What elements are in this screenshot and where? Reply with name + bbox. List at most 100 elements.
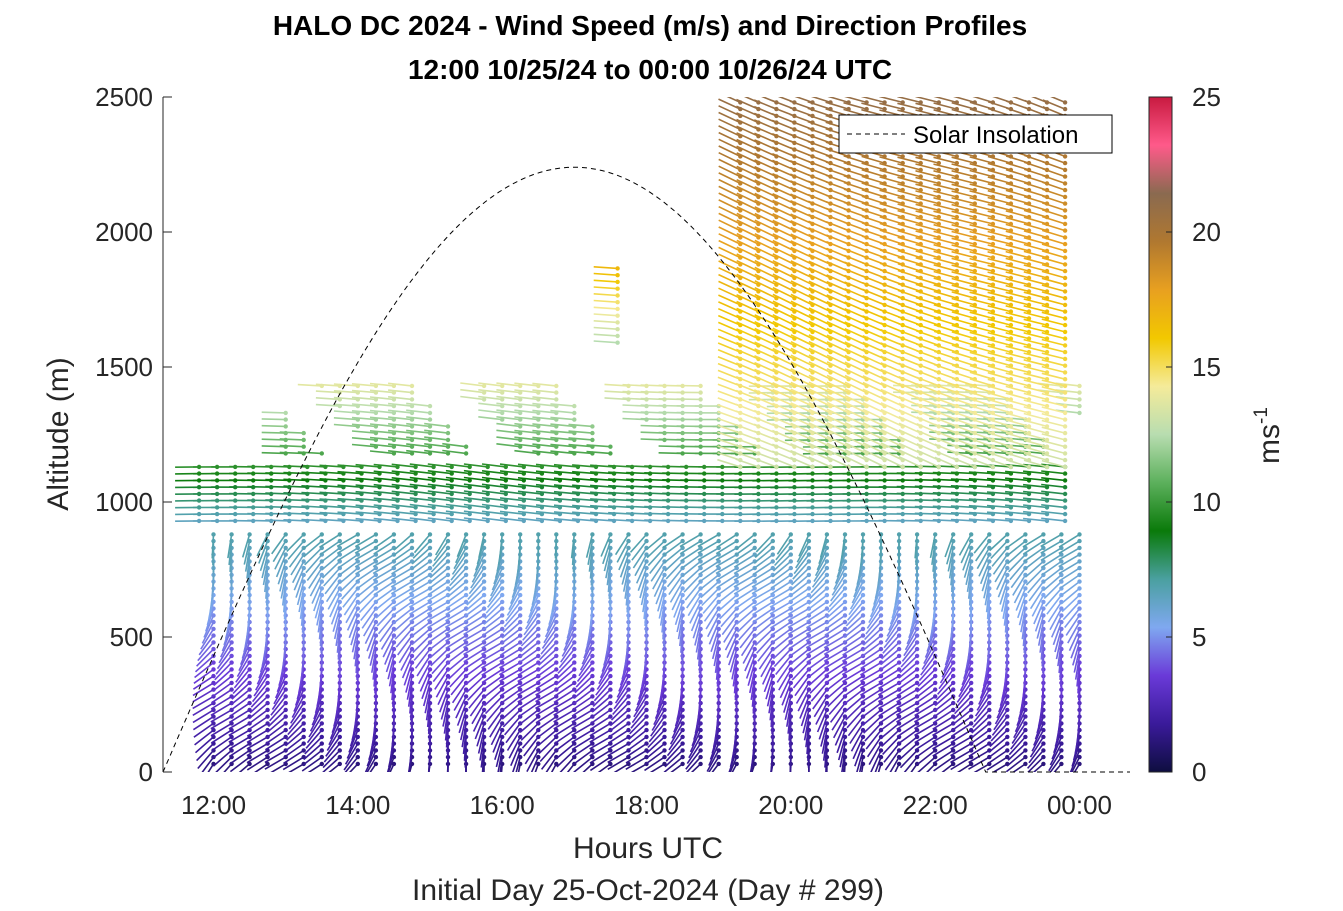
- wind-arrow: [593, 266, 620, 271]
- wind-arrow: [428, 572, 451, 590]
- wind-arrow: [409, 606, 433, 623]
- wind-arrow: [518, 707, 541, 726]
- wind-arrow: [554, 673, 577, 692]
- wind-arrow: [593, 299, 620, 305]
- colorbar-tick-label: 15: [1192, 352, 1221, 382]
- wind-arrow: [211, 680, 234, 698]
- wind-arrow: [558, 646, 577, 669]
- wind-arrow: [275, 552, 288, 578]
- wind-arrow: [612, 694, 631, 716]
- wind-arrow: [323, 741, 342, 763]
- wind-arrow: [319, 538, 342, 556]
- wind-arrow: [308, 714, 324, 738]
- wind-arrow: [602, 538, 613, 565]
- x-axis-sublabel: Initial Day 25-Oct-2024 (Day # 299): [412, 874, 884, 907]
- wind-arrow: [403, 660, 415, 686]
- wind-arrow: [271, 687, 288, 711]
- wind-arrow: [595, 673, 613, 696]
- wind-arrow: [307, 761, 324, 772]
- wind-arrow: [593, 293, 620, 298]
- wind-arrow: [467, 579, 487, 600]
- wind-arrow: [432, 545, 451, 567]
- wind-arrow: [231, 680, 252, 700]
- wind-arrow: [328, 721, 342, 746]
- chart-subtitle: 12:00 10/25/24 to 00:00 10/26/24 UTC: [407, 54, 893, 85]
- wind-arrow: [214, 660, 234, 681]
- legend-solar-label: Solar Insolation: [913, 122, 1078, 149]
- wind-arrow: [1029, 734, 1046, 758]
- x-tick-label: 14:00: [325, 790, 390, 820]
- wind-arrow: [593, 306, 620, 312]
- wind-arrow: [468, 572, 487, 595]
- wind-arrow: [463, 606, 487, 623]
- wind-arrow: [302, 532, 324, 550]
- wind-arrow: [350, 619, 360, 646]
- wind-arrow: [499, 640, 523, 657]
- wind-arrow: [311, 579, 324, 604]
- wind-arrow: [193, 721, 216, 738]
- wind-arrow: [517, 653, 541, 670]
- wind-arrow: [481, 626, 505, 643]
- wind-arrows: [175, 97, 1082, 772]
- wind-arrow: [251, 680, 270, 703]
- wind-arrow: [694, 403, 721, 409]
- wind-arrow: [644, 754, 667, 772]
- wind-arrow: [273, 680, 288, 705]
- wind-arrow: [571, 741, 595, 758]
- wind-arrow: [464, 667, 487, 686]
- wind-arrow: [319, 532, 342, 548]
- wind-arrow: [303, 538, 324, 558]
- wind-arrow: [536, 660, 559, 678]
- wind-arrow: [228, 707, 252, 724]
- wind-arrow: [556, 660, 577, 680]
- chart-title: HALO DC 2024 - Wind Speed (m/s) and Dire…: [272, 10, 1028, 41]
- wind-arrow: [483, 606, 505, 625]
- wind-arrow: [367, 633, 379, 659]
- wind-arrow: [718, 233, 743, 247]
- wind-arrow: [463, 653, 487, 670]
- wind-arrow: [626, 734, 649, 752]
- wind-arrow: [593, 272, 620, 278]
- wind-arrow: [471, 559, 487, 583]
- wind-arrow: [428, 565, 451, 584]
- wind-arrow: [572, 687, 595, 705]
- wind-arrow: [274, 545, 288, 570]
- wind-arrow: [287, 538, 306, 560]
- wind-arrow: [575, 667, 595, 688]
- wind-arrow: [411, 545, 433, 565]
- wind-arrow: [326, 727, 342, 752]
- wind-arrow: [254, 761, 270, 772]
- wind-arrow: [579, 646, 595, 671]
- wind-arrow: [639, 572, 649, 599]
- wind-arrow: [309, 572, 324, 597]
- wind-arrow: [635, 559, 649, 584]
- wind-arrow: [502, 613, 523, 633]
- wind-arrow: [536, 721, 559, 739]
- wind-arrow: [470, 565, 487, 589]
- wind-arrow: [266, 721, 288, 739]
- wind-arrow: [427, 619, 451, 636]
- wind-arrow: [676, 397, 703, 402]
- wind-arrow: [476, 721, 487, 747]
- wind-arrow: [456, 532, 469, 558]
- wind-arrow: [429, 559, 451, 579]
- wind-arrow: [429, 640, 451, 659]
- wind-arrow: [500, 694, 523, 712]
- wind-arrow: [597, 761, 613, 772]
- wind-arrow: [619, 552, 631, 578]
- wind-arrow: [464, 660, 487, 678]
- wind-arrow: [573, 754, 595, 772]
- wind-arrow: [553, 680, 577, 697]
- wind-arrow: [555, 667, 577, 686]
- wind-arrow: [718, 205, 743, 220]
- wind-arrow: [445, 599, 469, 616]
- wind-arrow: [550, 761, 559, 772]
- wind-arrow: [305, 727, 324, 749]
- wind-arrow: [530, 754, 541, 772]
- wind-arrow: [571, 700, 595, 717]
- wind-arrow: [598, 660, 613, 685]
- wind-arrow: [212, 673, 234, 692]
- wind-arrow: [428, 633, 451, 651]
- wind-arrow: [290, 700, 306, 724]
